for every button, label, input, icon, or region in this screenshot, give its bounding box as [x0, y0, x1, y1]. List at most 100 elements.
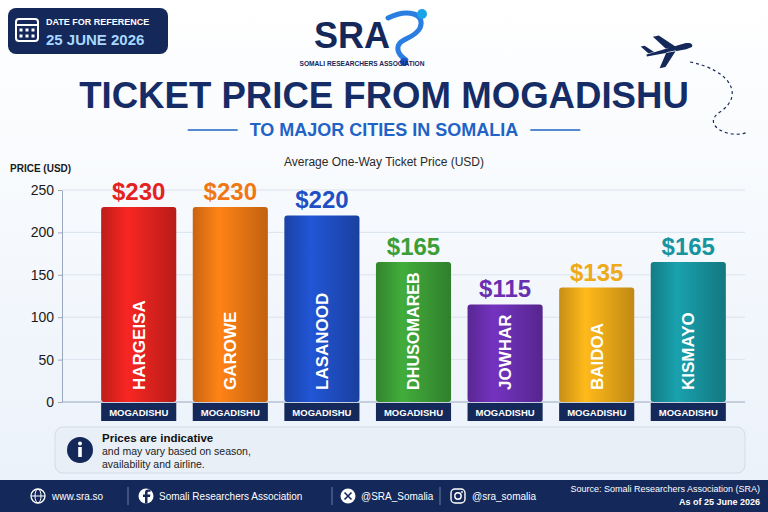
globe-equator: [31, 496, 45, 497]
footer-instagram: @sra_somalia: [472, 491, 537, 502]
facebook-icon: [139, 489, 154, 504]
y-tick: 200: [31, 224, 62, 240]
x-icon: [341, 489, 356, 504]
bar: [284, 215, 359, 402]
origin-tag-box: [101, 403, 176, 421]
footer-separator: [128, 487, 129, 505]
x-glyph: [345, 493, 352, 500]
footer-website: www.sra.so: [51, 491, 104, 502]
origin-tag-box: [284, 403, 359, 421]
note-box: [55, 427, 745, 473]
origin-tag-box: [376, 403, 451, 421]
origin-tags: MOGADISHU MOGADISHU MOGADISHU MOGADISHU MOGA…: [101, 403, 726, 421]
calendar-cell: [32, 29, 35, 32]
chart-svg: DATE FOR REFERENCE 25 JUNE 2026 SRASOMALI …: [0, 0, 768, 512]
calendar-cell: [32, 35, 35, 38]
note: Prices are indicativeand may vary based …: [55, 427, 745, 473]
bar: [193, 207, 268, 402]
subtitle-rule: [188, 129, 238, 131]
grid: [62, 190, 745, 402]
note-line: availability and airline.: [102, 458, 205, 470]
data-label: $115: [479, 275, 531, 302]
y-tick-label: 50: [38, 352, 54, 368]
footer-source: Source: Somali Researchers Association (…: [570, 484, 760, 494]
footer-bar: [0, 480, 768, 512]
origin-tag-box: [559, 403, 634, 421]
instagram-dot: [461, 491, 463, 493]
y-tick: 150: [31, 267, 62, 283]
y-tick-mark: [58, 360, 62, 361]
origin-tag-box: [651, 403, 726, 421]
y-tick-label: 0: [46, 394, 54, 410]
y-tick: 250: [31, 182, 62, 198]
logo-dot: [417, 9, 427, 19]
data-label: $230: [204, 178, 257, 205]
y-tick-mark: [58, 275, 62, 276]
origin-tag-label: MOGADISHU: [384, 407, 443, 418]
page: DATE FOR REFERENCE 25 JUNE 2026 SRASOMALI …: [0, 0, 768, 512]
bar-category-label: KISMAYO: [679, 312, 698, 390]
origin-tag-box: [468, 403, 543, 421]
origin-tag-label: MOGADISHU: [109, 407, 168, 418]
instagram-lens: [455, 493, 461, 499]
globe-outline: [31, 489, 45, 503]
instagram-icon: [451, 489, 465, 503]
bar: [101, 207, 176, 402]
bar: [468, 304, 543, 402]
bar-category-label: HARGEISA: [130, 300, 149, 390]
footer-facebook: Somali Researchers Association: [159, 491, 302, 502]
bar-category-label: GAROWE: [221, 312, 240, 390]
x-circle: [341, 489, 356, 504]
background: [0, 0, 768, 512]
chart-caption: Average One-Way Ticket Price (USD): [284, 155, 484, 169]
bars: [101, 207, 726, 402]
origin-tag-label: MOGADISHU: [659, 407, 718, 418]
calendar-bar: [16, 24, 38, 26]
date-value: 25 JUNE 2026: [46, 31, 144, 48]
calendar-body: [16, 19, 38, 41]
bar-category-label: DHUSOMAREB: [404, 272, 422, 390]
y-tick-label: 250: [31, 182, 55, 198]
bar-category-labels: HARGEISA GAROWE LASANOOD DHUSOMAREB JOWHAR BA…: [130, 272, 699, 390]
y-tick-mark: [58, 190, 62, 191]
bar-category-label: BAIDOA: [588, 323, 607, 390]
globe-icon: [31, 489, 45, 503]
chart-title: TICKET PRICE FROM MOGADISHU: [79, 75, 689, 116]
data-label: $230: [112, 178, 165, 205]
footer: www.sra.so Somali Researchers Association…: [0, 480, 768, 512]
data-label: $220: [295, 186, 348, 213]
origin-tag-label: MOGADISHU: [201, 407, 260, 418]
footer-separator: [332, 487, 333, 505]
footer-x: @SRA_Somalia: [361, 491, 434, 502]
data-label: $165: [387, 233, 440, 260]
y-tick-label: 150: [31, 267, 55, 283]
footer-as-of: As of 25 June 2026: [679, 497, 760, 507]
instagram-frame: [451, 489, 465, 503]
facebook-circle: [139, 489, 154, 504]
origin-tag-label: MOGADISHU: [292, 407, 351, 418]
bar-category-label: LASANOOD: [313, 293, 332, 390]
note-heading: Prices are indicative: [102, 432, 213, 444]
origin-tag-label: MOGADISHU: [476, 407, 535, 418]
origin-tag-box: [193, 403, 268, 421]
info-icon-dot: [78, 442, 82, 446]
calendar-cell: [26, 29, 29, 32]
y-axis-title: PRICE (USD): [10, 163, 71, 174]
subtitle-rule: [530, 129, 580, 131]
footer-separator: [440, 487, 441, 505]
bar: [559, 288, 634, 402]
facebook-glyph: [143, 490, 151, 504]
calendar-cell: [26, 35, 29, 38]
date-caption: DATE FOR REFERENCE: [46, 17, 149, 27]
calendar-cell: [20, 29, 23, 32]
y-tick-mark: [58, 317, 62, 318]
logo-text: SRA: [314, 15, 390, 56]
date-badge-box: [8, 8, 168, 54]
bar-category-label: JOWHAR: [496, 315, 515, 390]
y-tick-mark: [58, 402, 62, 403]
data-labels: $230$230$220$165$115$135$165: [112, 178, 715, 303]
info-icon: [67, 437, 93, 463]
logo: SRASOMALI RESEARCHERS ASSOCIATION: [300, 9, 427, 67]
origin-tag-label: MOGADISHU: [567, 407, 626, 418]
plane-route: [690, 62, 748, 134]
